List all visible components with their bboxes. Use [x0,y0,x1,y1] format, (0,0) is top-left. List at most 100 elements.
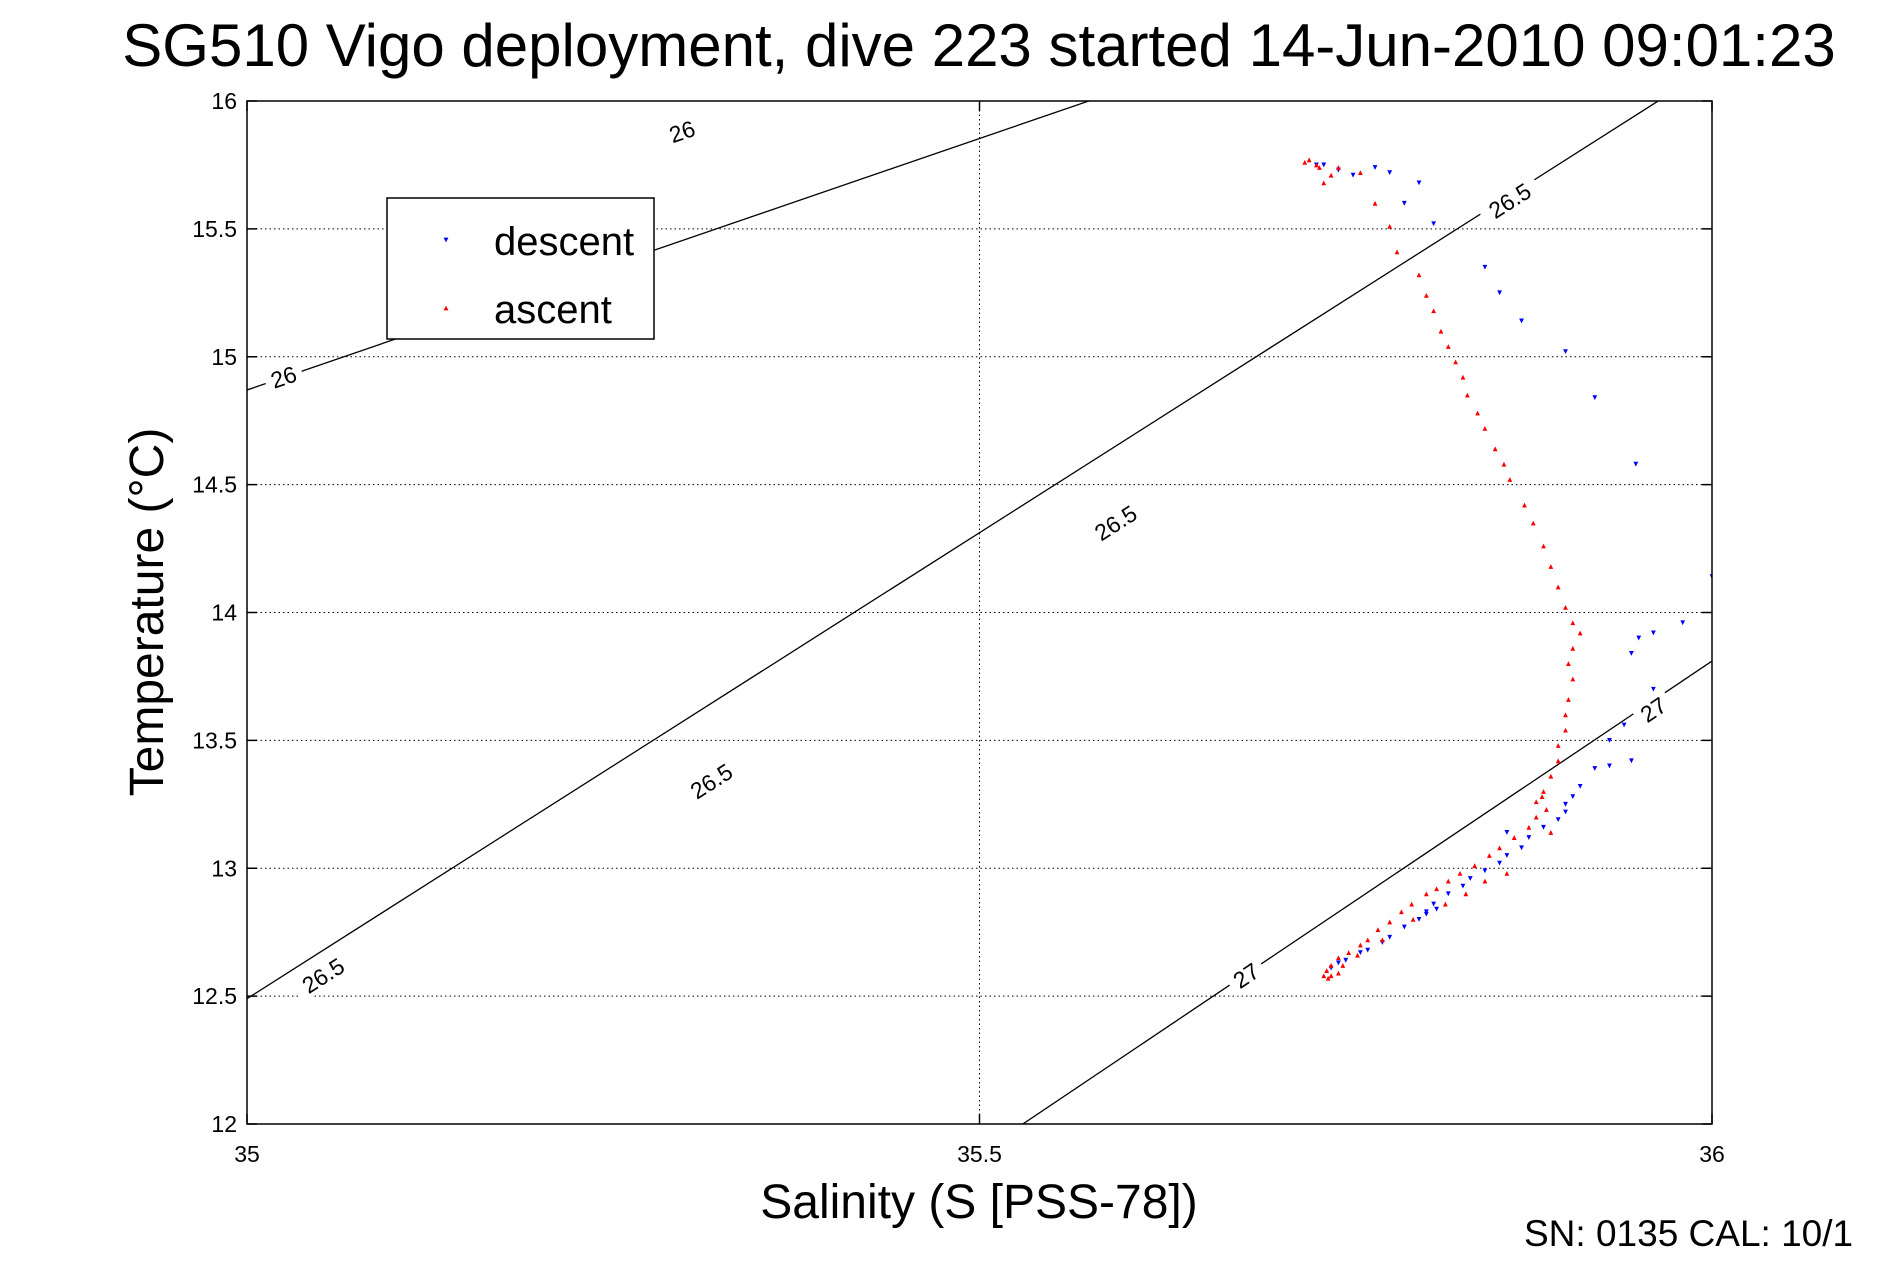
ascent-point [1501,461,1507,467]
ascent-point [1482,878,1488,884]
ascent-point [1394,249,1400,255]
density-contour-26.5 [247,101,1660,1000]
ascent-point [1346,950,1352,956]
ascent-point [1507,477,1513,482]
contour-label-gap [1629,687,1676,731]
contour-label-gap [659,112,704,150]
ascent-point [1555,758,1561,764]
ascent-point [1492,446,1498,452]
descent-point [1336,960,1341,966]
y-tick-label: 14 [211,600,237,626]
y-tick-label: 12.5 [192,983,237,1009]
y-tick-label: 13.5 [192,727,237,753]
descent-point [1621,722,1627,728]
descent-point [1372,165,1378,170]
descent-point [1416,180,1422,186]
ascent-point [1482,425,1488,431]
ascent-point [1328,172,1334,178]
y-tick-label: 15 [211,344,237,370]
ascent-point [1340,963,1346,968]
descent-point [1607,763,1612,769]
ascent-point [1544,807,1549,812]
ascent-point [1434,886,1439,892]
ascent-point [1358,942,1363,948]
descent-point [1431,221,1437,227]
descent-point [1504,853,1510,858]
ascent-point [1563,727,1568,733]
ascent-point [1328,973,1334,979]
chart-title: SG510 Vigo deployment, dive 223 started … [122,12,1835,79]
descent-point [1607,737,1612,743]
descent-point [1416,917,1422,922]
ascent-point [1325,975,1331,981]
ascent-point [1321,180,1327,186]
descent-point [1563,809,1568,815]
descent-point [1401,200,1407,206]
ascent-point [1423,891,1429,897]
contour-label-gap [1475,171,1544,229]
y-tick-label: 16 [211,88,237,114]
x-tick-label: 35.5 [957,1141,1002,1167]
ascent-point [1533,814,1539,820]
ascent-point [1375,927,1381,933]
ascent-point [1399,909,1404,915]
descent-point [1651,686,1656,692]
x-tick-label: 36 [1699,1141,1725,1167]
axis-ticks: 35 35.5 36 12 12.5 13 13.5 14 14.5 15 15.5 16 [192,88,1725,1167]
ascent-point [1555,743,1561,748]
ascent-point [1566,661,1571,667]
ascent-point [1555,584,1561,590]
ascent-point [1511,835,1517,840]
descent-point [1629,758,1634,764]
descent-point [1467,876,1473,881]
y-axis-label: Temperature (°C) [121,428,174,797]
descent-point [1460,883,1466,889]
legend: descent ascent [386,197,655,340]
ascent-point [1431,308,1437,314]
descent-point [1563,349,1568,355]
descent-point [1555,817,1561,823]
descent-point [1482,868,1488,874]
ascent-point [1539,794,1545,800]
descent-point [1680,620,1686,626]
descent-point [1423,911,1429,917]
ascent-point [1570,645,1576,651]
descent-point [1519,318,1524,324]
descent-point [1629,651,1634,656]
ascent-point [1365,937,1371,943]
ascent-point [1336,955,1341,961]
ascent-point [1453,359,1459,365]
x-tick-label: 35 [234,1141,260,1167]
ascent-point [1563,712,1568,718]
ascent-point [1387,223,1393,229]
descent-point [1434,906,1439,912]
ascent-point [1548,773,1554,779]
legend-box [386,197,655,340]
ascent-point [1379,937,1385,943]
ascent-point [1504,870,1510,876]
descent-point [1387,934,1393,940]
descent-point [1633,461,1639,467]
contour-label-gap [261,357,306,395]
contour-label-gap [1081,493,1150,551]
ascent-point [1475,410,1480,416]
ascent-point [1410,917,1416,922]
ascent-point [1526,824,1532,830]
contour-label-group: 26 [261,357,306,395]
ascent-point [1302,159,1308,165]
ascent-point [1423,292,1429,298]
ascent-point [1336,165,1341,170]
density-contour-27 [1021,660,1712,1124]
ascent-point [1464,392,1470,398]
y-tick-label: 15.5 [192,216,237,242]
ascent-point [1570,676,1576,682]
descent-point [1651,630,1656,636]
descent-point [1445,891,1451,897]
ascent-point [1328,963,1334,968]
y-tick-label: 14.5 [192,472,237,498]
descent-point [1563,801,1568,807]
descent-point [1592,766,1598,771]
ascent-point [1387,919,1393,925]
descent-point [1423,909,1429,915]
